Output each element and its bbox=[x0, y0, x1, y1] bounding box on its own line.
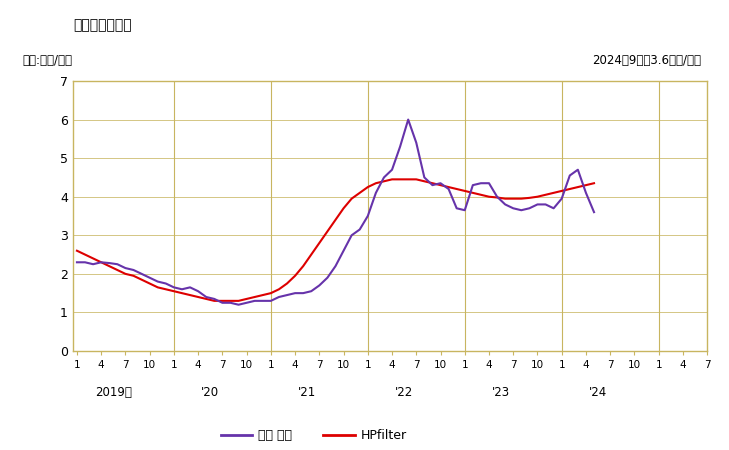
Text: '21: '21 bbox=[298, 386, 316, 399]
Text: 単位:万円/トン: 単位:万円/トン bbox=[22, 54, 72, 68]
Text: 2019年: 2019年 bbox=[95, 386, 132, 399]
Text: 2024年9月：3.6万円/トン: 2024年9月：3.6万円/トン bbox=[592, 54, 701, 68]
Text: 輸入価格の推移: 輸入価格の推移 bbox=[73, 18, 131, 32]
Legend: 輸入 価格, HPfilter: 輸入 価格, HPfilter bbox=[216, 424, 412, 447]
Text: '23: '23 bbox=[492, 386, 510, 399]
Text: '20: '20 bbox=[201, 386, 219, 399]
Text: '22: '22 bbox=[395, 386, 413, 399]
Text: '24: '24 bbox=[589, 386, 607, 399]
